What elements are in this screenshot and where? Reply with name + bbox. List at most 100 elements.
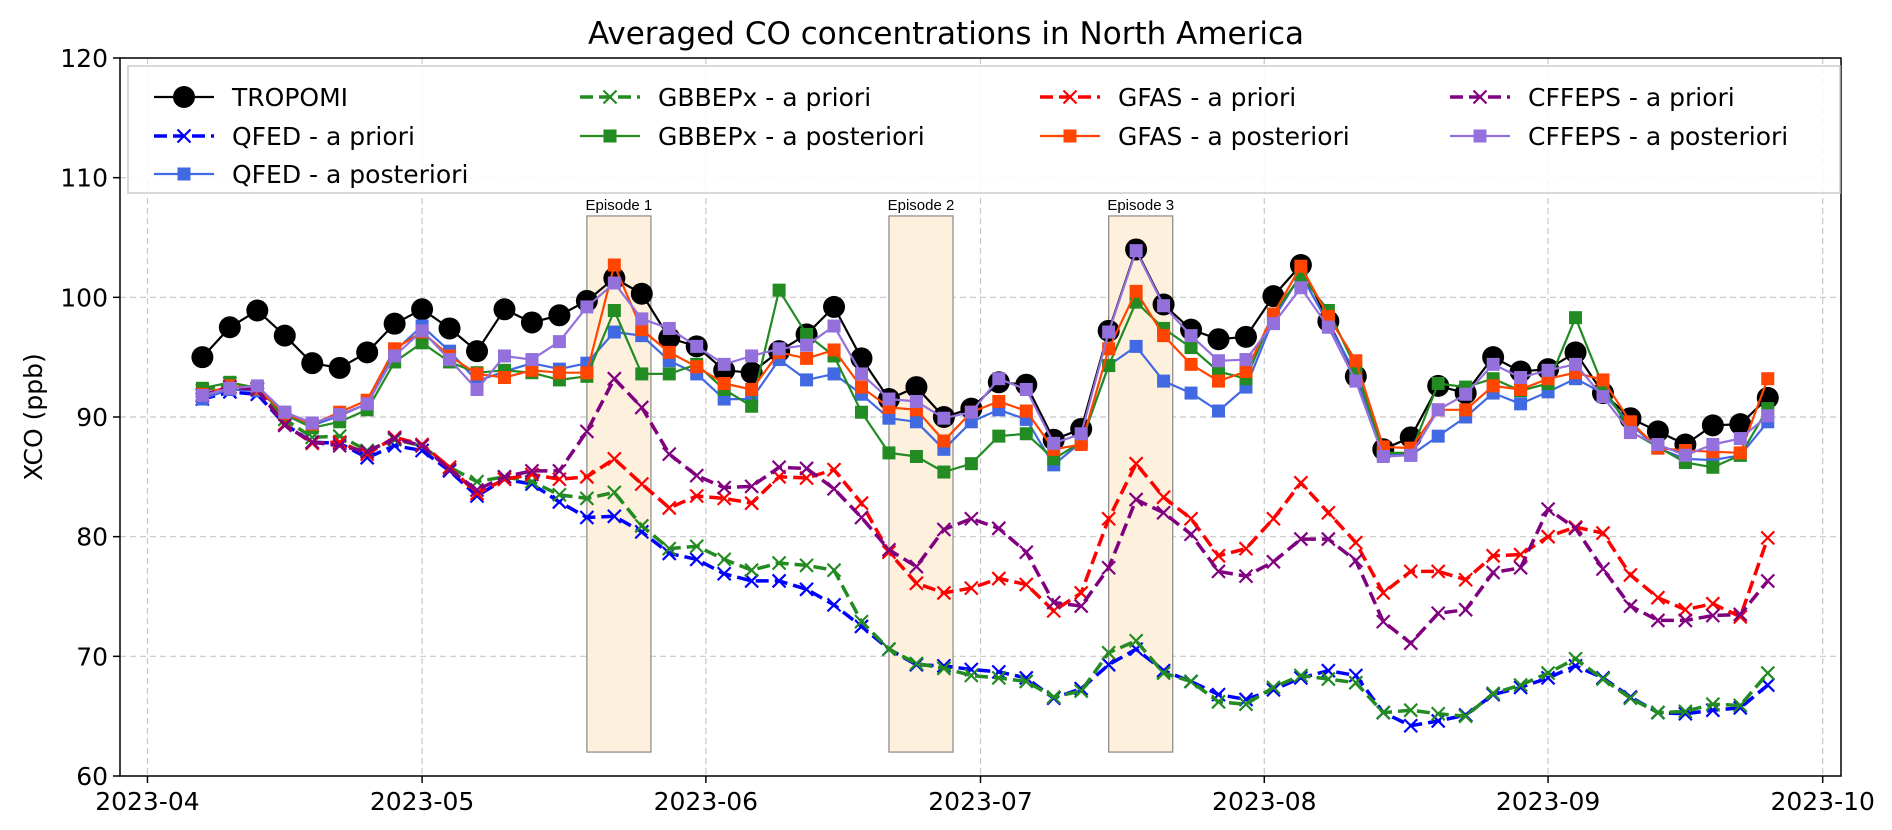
series-gbbepx-a-priori: [195, 376, 1776, 724]
data-point: [964, 580, 979, 596]
data-point: [1019, 427, 1033, 441]
data-point: [744, 479, 759, 494]
data-point: [662, 345, 676, 359]
data-point: [1403, 718, 1419, 734]
series-layer: [191, 238, 1779, 734]
data-point: [909, 656, 924, 671]
data-point: [580, 366, 594, 380]
data-point: [415, 324, 429, 338]
data-point: [304, 434, 320, 450]
data-point: [1623, 598, 1638, 614]
data-point: [744, 573, 759, 589]
legend-entry: GFAS - a posteriori: [1040, 122, 1350, 151]
data-point: [1459, 387, 1473, 401]
data-point: [1294, 259, 1308, 273]
data-point: [1458, 602, 1473, 617]
data-point: [1266, 317, 1280, 331]
data-point: [1705, 596, 1721, 611]
data-point: [1403, 564, 1419, 579]
data-point: [662, 367, 676, 381]
data-point: [717, 376, 731, 390]
data-point: [1184, 357, 1198, 371]
data-point: [1458, 708, 1473, 724]
data-point: [1019, 382, 1033, 396]
data-point: [470, 367, 484, 381]
data-point: [1431, 376, 1445, 390]
data-point: [1212, 354, 1226, 368]
data-point: [1595, 671, 1611, 687]
data-point: [1430, 605, 1446, 621]
legend-label: CFFEPS - a posteriori: [1528, 122, 1788, 151]
data-point: [1046, 689, 1062, 705]
data-point: [579, 491, 595, 506]
data-point: [1485, 686, 1501, 701]
data-point: [1019, 404, 1033, 418]
y-tick-label: 100: [60, 283, 108, 312]
data-point: [1018, 674, 1034, 689]
data-point: [854, 614, 869, 629]
data-point: [964, 405, 978, 419]
data-point: [1183, 674, 1199, 689]
data-point: [493, 298, 516, 321]
data-point: [607, 509, 622, 524]
data-point: [1486, 357, 1500, 371]
data-point: [661, 541, 677, 556]
data-point: [1733, 607, 1748, 622]
data-point: [909, 415, 923, 429]
y-tick-label: 120: [60, 44, 108, 73]
data-point: [1623, 567, 1638, 583]
data-point: [1266, 511, 1281, 526]
legend-entry: QFED - a posteriori: [154, 160, 468, 189]
data-point: [1262, 285, 1285, 308]
data-point: [1569, 357, 1583, 371]
data-point: [771, 555, 787, 571]
data-point: [992, 394, 1006, 408]
data-point: [497, 349, 511, 363]
data-point: [661, 500, 677, 516]
y-tick-label: 70: [76, 642, 108, 671]
data-point: [799, 461, 814, 476]
y-tick-label: 110: [60, 164, 108, 193]
data-point: [1207, 328, 1230, 351]
data-point: [278, 405, 292, 419]
data-point: [1183, 526, 1199, 542]
data-point: [905, 376, 928, 399]
data-point: [1403, 702, 1419, 718]
data-point: [771, 459, 787, 475]
data-point: [1430, 564, 1446, 579]
data-point: [1293, 475, 1309, 491]
data-point: [909, 576, 924, 591]
data-point: [689, 552, 704, 567]
data-point: [745, 349, 759, 363]
data-point: [1294, 281, 1308, 295]
data-point: [799, 558, 814, 573]
data-point: [1650, 590, 1666, 605]
data-point: [1733, 446, 1747, 460]
data-point: [1733, 609, 1748, 625]
data-point: [1238, 541, 1254, 556]
data-point: [218, 316, 241, 339]
legend-label: GFAS - a priori: [1118, 83, 1296, 112]
data-point: [1596, 390, 1610, 404]
data-point: [881, 542, 897, 558]
data-point: [580, 300, 594, 314]
data-point: [992, 372, 1006, 386]
legend-label: CFFEPS - a priori: [1528, 83, 1735, 112]
data-point: [1706, 460, 1720, 474]
data-point: [1348, 535, 1364, 550]
legend-entry: GBBEPx - a posteriori: [580, 122, 925, 151]
data-point: [1376, 585, 1391, 601]
data-point: [936, 522, 952, 537]
data-point: [1403, 635, 1419, 651]
data-point: [607, 451, 622, 467]
data-point: [1073, 598, 1089, 614]
data-point: [525, 353, 539, 367]
data-point: [716, 480, 732, 495]
data-point: [745, 382, 759, 396]
x-tick-label: 2023-08: [1212, 787, 1316, 816]
data-point: [744, 562, 759, 578]
data-point: [1184, 341, 1198, 355]
data-point: [1101, 511, 1116, 526]
data-point: [607, 276, 621, 290]
data-point: [607, 371, 622, 386]
